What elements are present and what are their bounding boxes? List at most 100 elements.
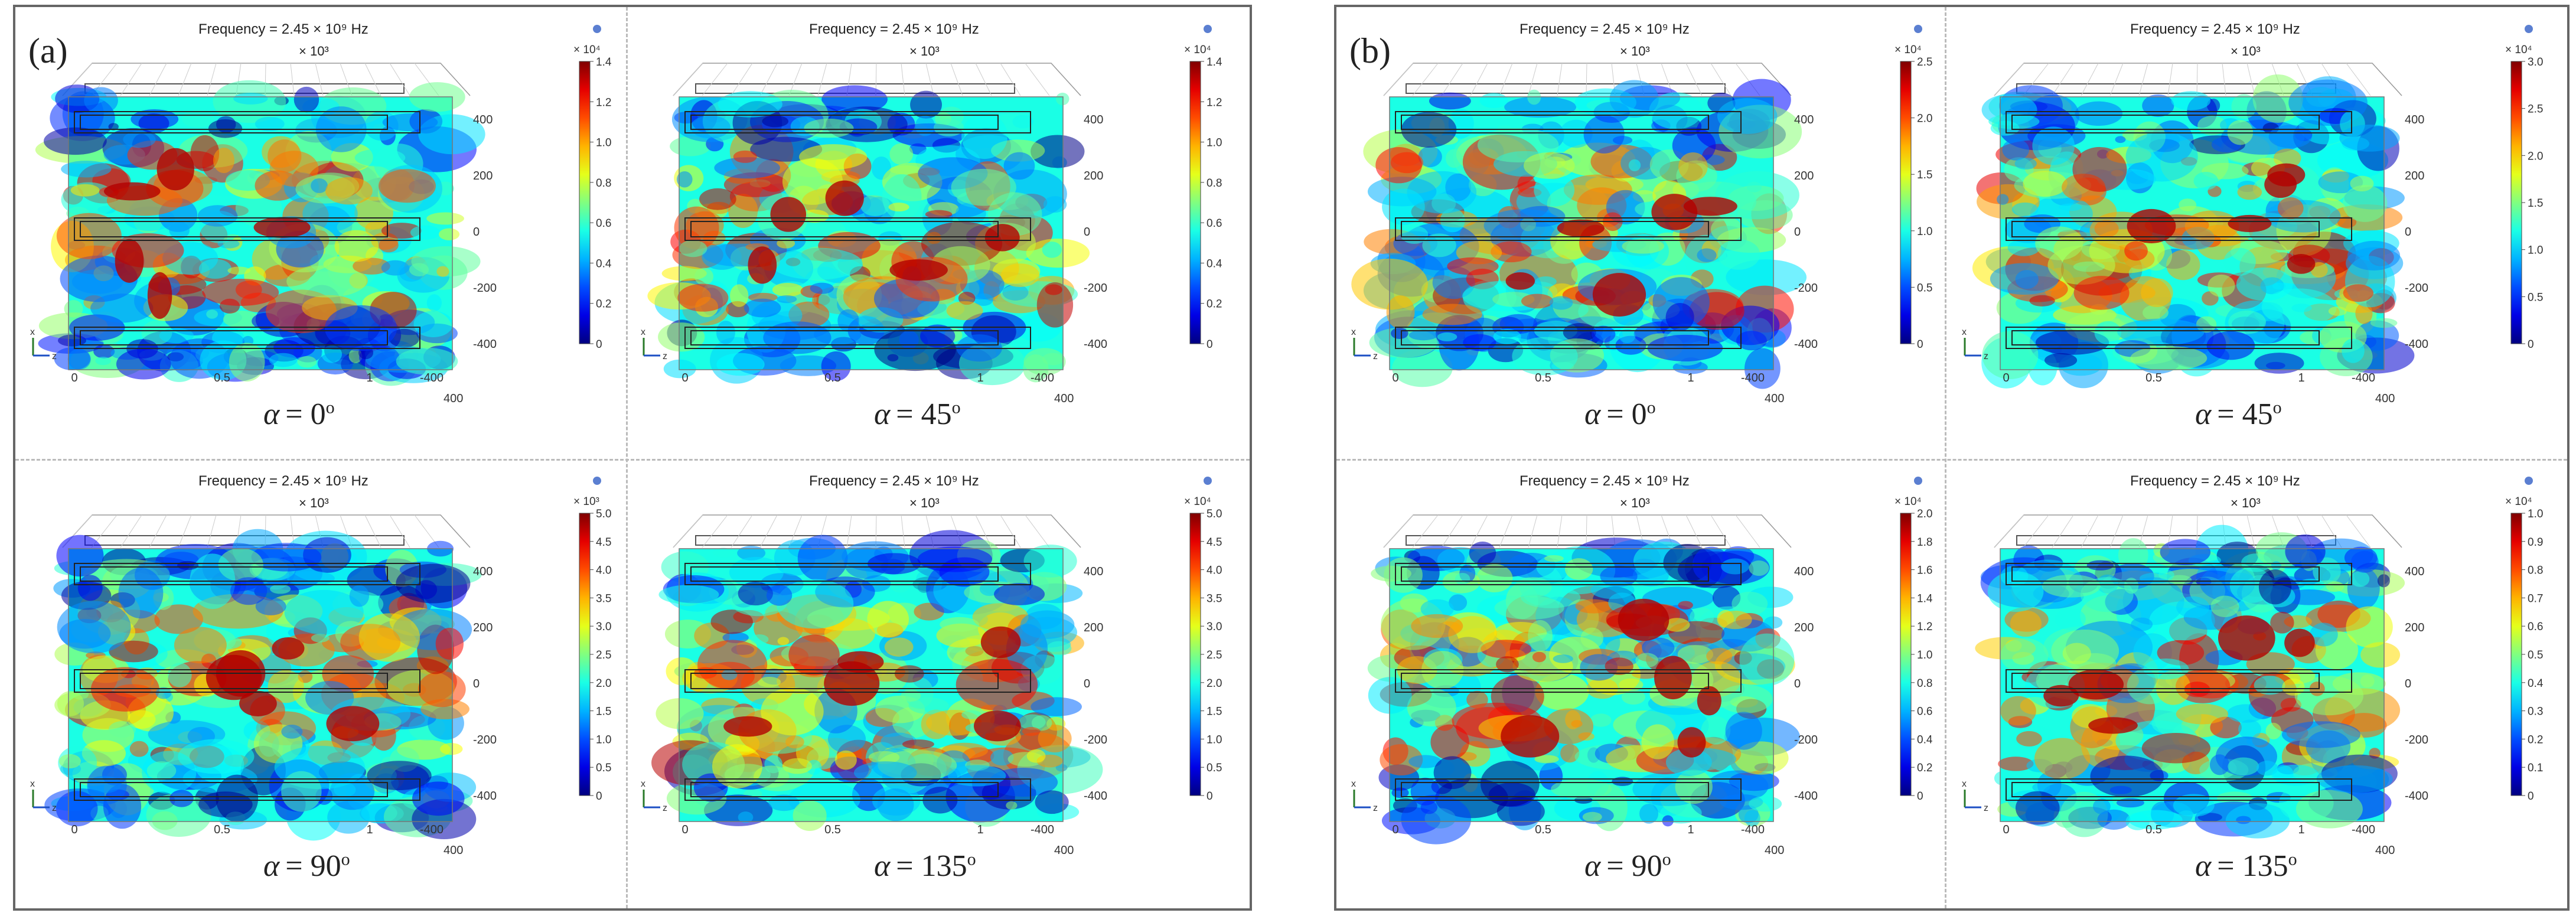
colorbar <box>2510 513 2522 796</box>
colorbar <box>2510 61 2522 344</box>
field-frame <box>2000 548 2385 822</box>
angle-unit: o <box>2272 397 2282 418</box>
colorbar-tick-label: 1.5 <box>1917 169 1932 181</box>
z-tick-label: -200 <box>1794 282 1818 295</box>
frequency-label: Frequency = 2.45 × 10⁹ Hz <box>1519 21 1690 37</box>
colorbar-tick-label: 0 <box>1207 790 1213 803</box>
angle-unit: o <box>2288 849 2297 869</box>
z-tick-label: 400 <box>2405 113 2424 126</box>
colorbar-settings-icon <box>1204 477 1212 485</box>
z-tick-label: 0 <box>2405 226 2411 239</box>
z-end-label: 400 <box>2375 844 2395 857</box>
x-tick-label: 0 <box>682 823 688 836</box>
z-tick-label: 200 <box>1084 169 1103 182</box>
colorbar <box>1189 61 1201 344</box>
angle-value: = 90 <box>1606 849 1662 883</box>
colorbar-tick-label: 0 <box>1917 338 1923 351</box>
z-end-label: 400 <box>2375 392 2395 405</box>
slot-outlines <box>1395 563 1742 801</box>
angle-symbol: α <box>263 397 280 431</box>
axis-label-z: z <box>663 803 667 813</box>
z-tick-label: 400 <box>1084 113 1103 126</box>
angle-symbol: α <box>1584 849 1601 883</box>
angle-caption: α = 135o <box>874 849 976 884</box>
colorbar-tick-label: 0.5 <box>2528 649 2543 661</box>
colorbar-exponent: × 10⁴ <box>2505 44 2532 56</box>
colorbar-tick-label: 1.0 <box>1207 734 1222 746</box>
colorbar-tick-label: 0.3 <box>2528 706 2543 718</box>
colorbar-tick-label: 0.9 <box>2528 536 2543 549</box>
colorbar-tick-label: 2.5 <box>1207 649 1222 661</box>
panel-divider-vertical <box>1945 7 1946 908</box>
field-frame <box>1389 96 1774 370</box>
angle-unit: o <box>1662 849 1671 869</box>
x-axis-multiplier: × 10³ <box>2231 44 2261 58</box>
z-end-label: -400 <box>1031 371 1054 384</box>
x-tick-label: 0 <box>2003 823 2009 836</box>
angle-symbol: α <box>874 849 891 883</box>
colorbar-tick-label: 1.2 <box>596 96 611 109</box>
x-tick-label: 1 <box>2298 371 2304 384</box>
angle-symbol: α <box>263 849 280 883</box>
field-frame <box>679 548 1064 822</box>
x-tick-label: 0.5 <box>1535 371 1551 384</box>
colorbar <box>579 61 591 344</box>
angle-symbol: α <box>1584 397 1601 431</box>
z-tick-label: -400 <box>2405 790 2428 803</box>
colorbar-tick-label: 2.0 <box>1207 677 1222 690</box>
x-tick-label: 0 <box>682 371 688 384</box>
colorbar-tick-label: 0.4 <box>1917 734 1933 746</box>
x-tick-label: 0.5 <box>824 823 841 836</box>
field-panel: Frequency = 2.45 × 10⁹ Hz × 10³ α = 90o 0 0.5… <box>15 459 626 911</box>
colorbar-tick-label: 1.0 <box>2528 245 2543 257</box>
colorbar-tick-label: 1.4 <box>596 56 612 69</box>
colorbar-tick-label: 2.5 <box>2528 103 2543 116</box>
field-frame <box>68 548 453 822</box>
axis-triad-icon: xz <box>1962 327 1988 361</box>
frequency-label: Frequency = 2.45 × 10⁹ Hz <box>2130 473 2300 489</box>
axis-label-z: z <box>1373 803 1378 813</box>
x-tick-label: 1 <box>366 823 373 836</box>
colorbar-exponent: × 10³ <box>573 496 599 508</box>
panel-divider-vertical <box>626 7 628 908</box>
z-end-label: 400 <box>1765 392 1784 405</box>
field-blobs <box>35 80 485 386</box>
z-end-label: -400 <box>420 371 444 384</box>
z-tick-label: -200 <box>473 734 497 747</box>
field-frame <box>68 96 453 370</box>
colorbar-tick-label: 2.5 <box>1917 56 1932 69</box>
colorbar-tick-label: 2.5 <box>596 649 611 661</box>
z-tick-label: -200 <box>2405 282 2428 295</box>
x-axis-multiplier: × 10³ <box>1620 44 1650 58</box>
colorbar-settings-icon <box>1914 477 1922 485</box>
angle-caption: α = 135o <box>2195 849 2297 884</box>
colorbar-tick-label: 0.2 <box>2528 734 2543 746</box>
z-tick-label: 200 <box>473 169 493 182</box>
x-tick-label: 0 <box>71 823 77 836</box>
frequency-label: Frequency = 2.45 × 10⁹ Hz <box>2130 21 2300 37</box>
colorbar-exponent: × 10⁴ <box>1894 496 1922 508</box>
figure-label: (a) <box>28 31 68 70</box>
axis-triad-icon: xz <box>1351 779 1378 813</box>
figure-a: (a) Frequency = 2.45 × 10⁹ Hz × 10³ α = 0o 0… <box>13 5 1252 911</box>
z-end-label: -400 <box>2352 371 2375 384</box>
axis-label-z: z <box>1984 803 1988 813</box>
x-tick-label: 0.5 <box>214 823 230 836</box>
z-tick-label: -400 <box>473 338 497 351</box>
z-tick-label: 200 <box>1794 169 1814 182</box>
colorbar-tick-label: 3.5 <box>596 592 611 605</box>
colorbar-tick-label: 0.6 <box>1917 706 1932 718</box>
z-tick-label: -400 <box>473 790 497 803</box>
colorbar-tick-label: 0.5 <box>1917 282 1932 294</box>
field-blobs <box>1351 79 1807 389</box>
frequency-label: Frequency = 2.45 × 10⁹ Hz <box>198 21 369 37</box>
panel-divider-horizontal <box>15 459 1250 461</box>
panel-divider-horizontal <box>1336 459 2567 461</box>
colorbar <box>1900 61 1912 344</box>
angle-unit: o <box>967 849 976 869</box>
z-tick-label: -200 <box>1084 282 1107 295</box>
z-tick-label: 200 <box>1794 621 1814 634</box>
